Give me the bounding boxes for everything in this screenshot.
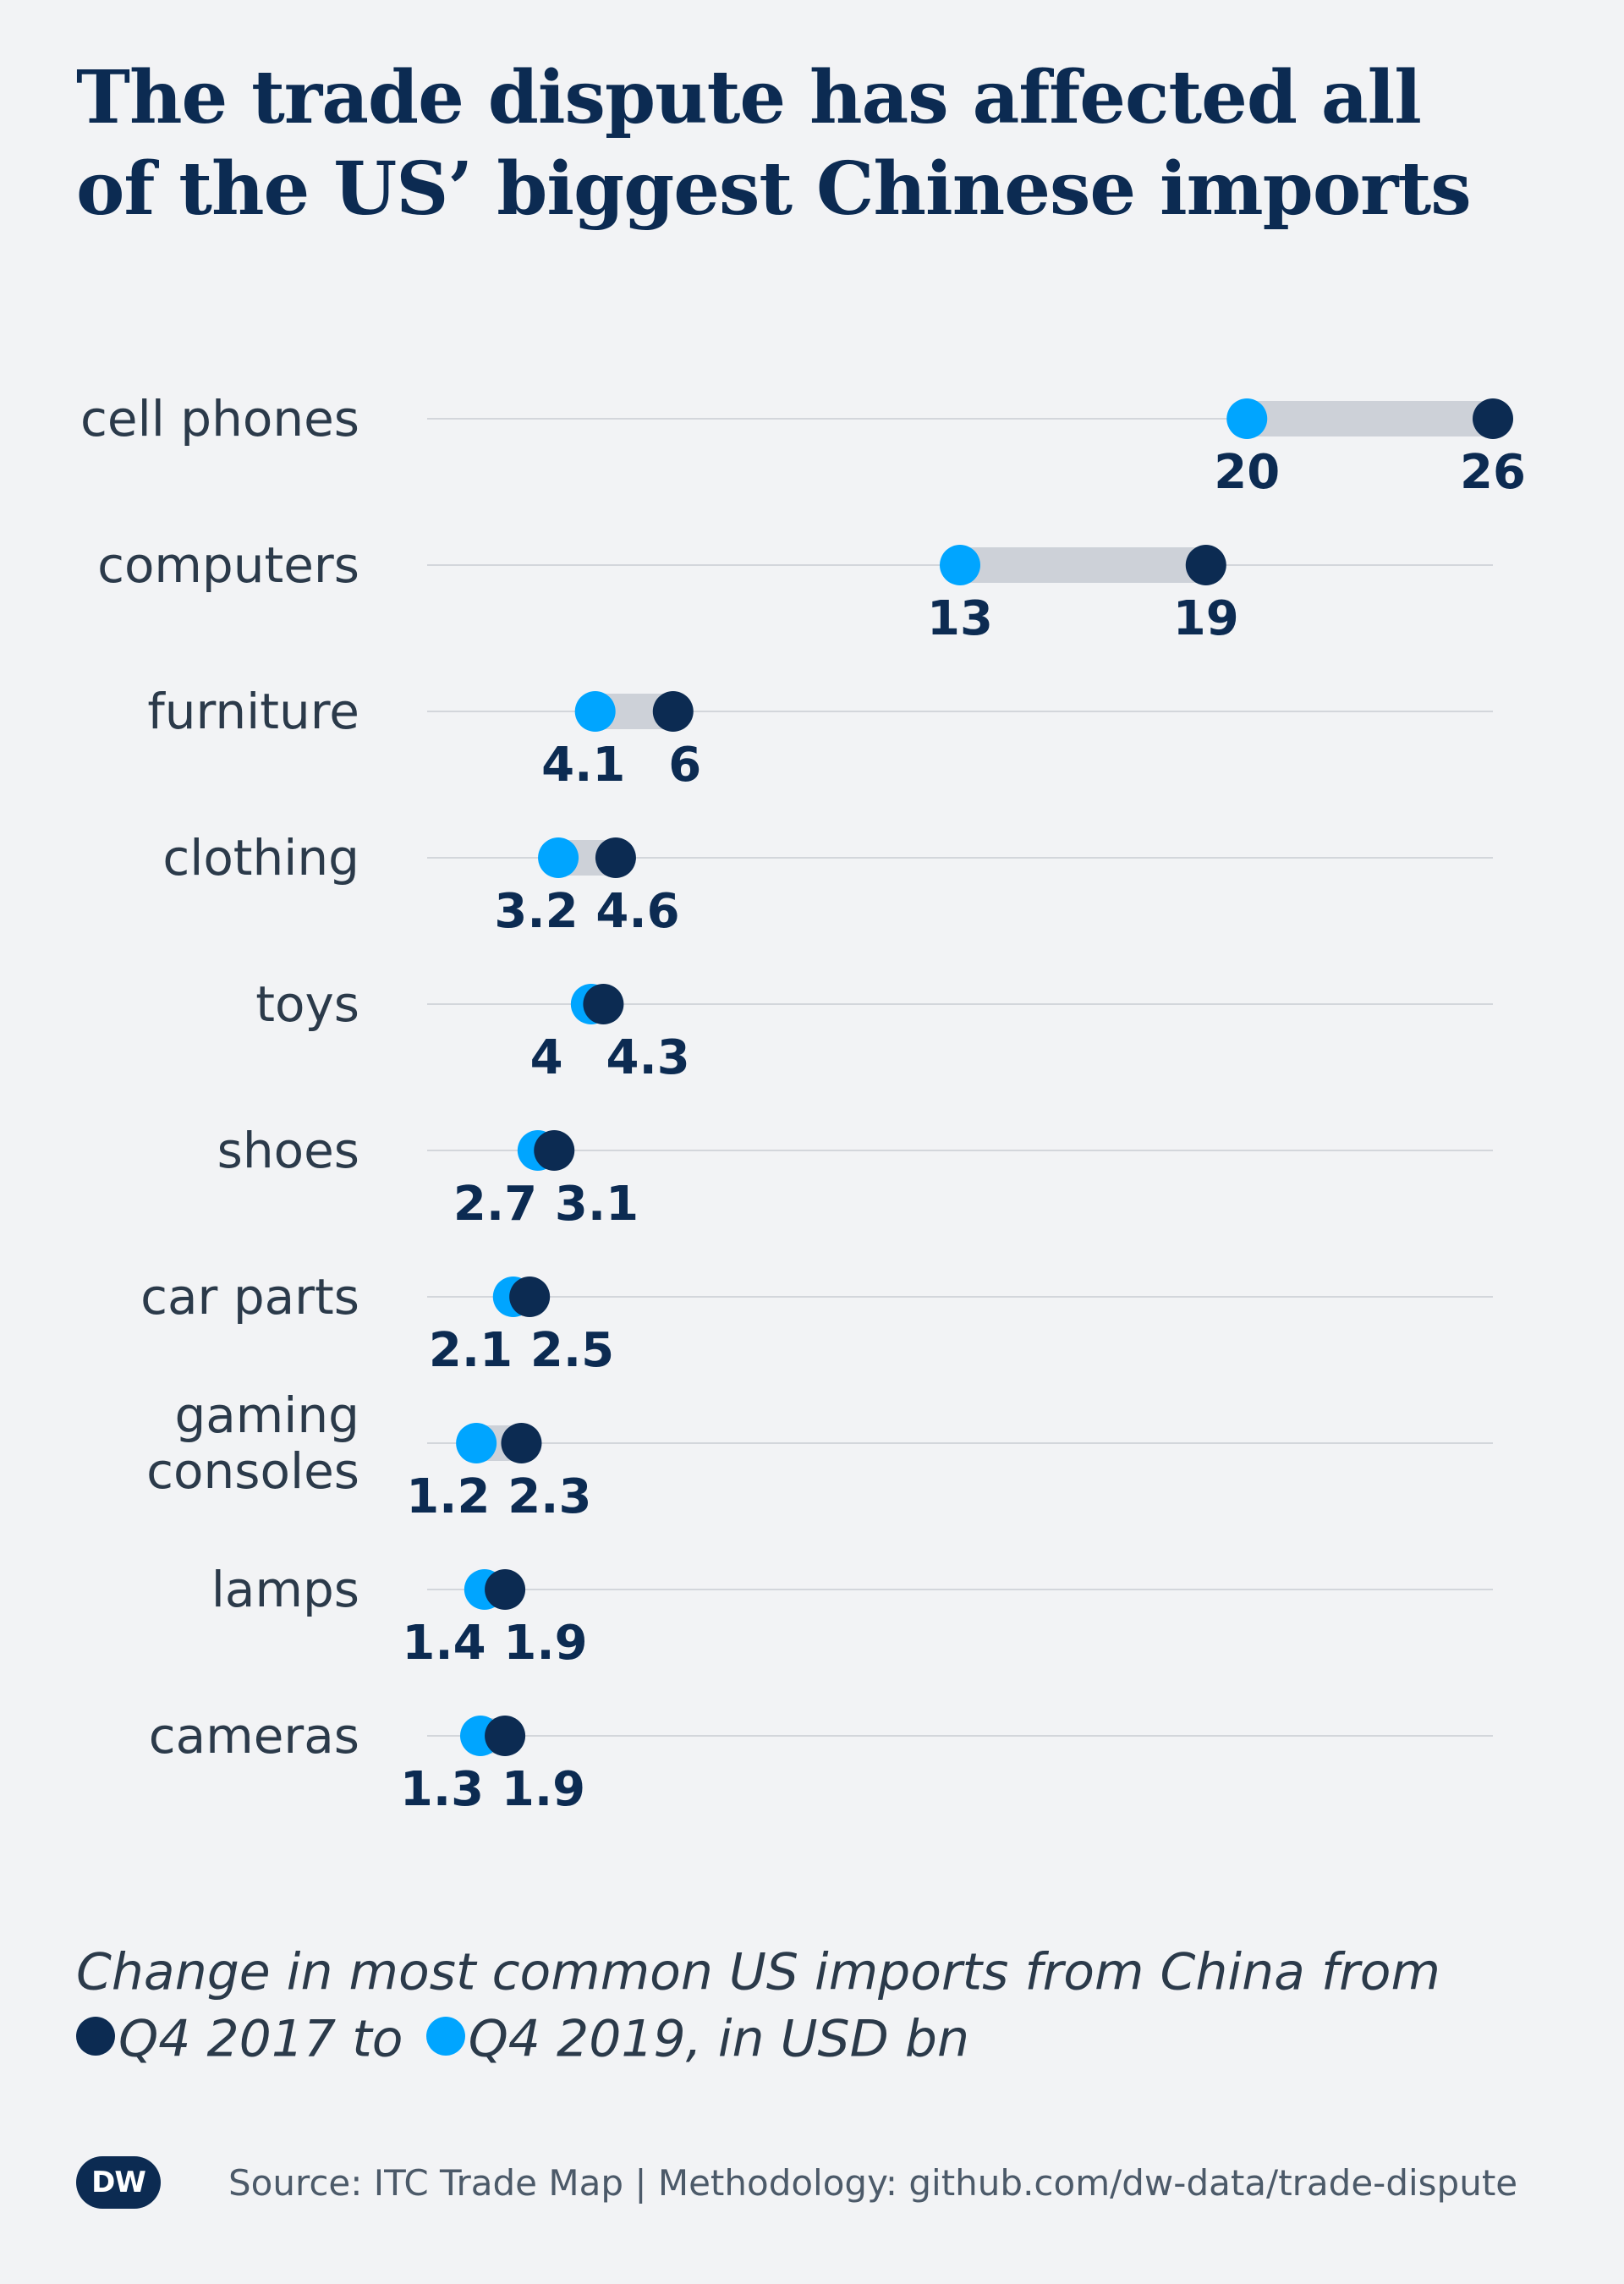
value-label-q4-2019: 13: [927, 591, 993, 646]
dot-q4-2019-clothing: [538, 837, 579, 878]
category-label: consoles: [146, 1442, 359, 1500]
dot-q4-2017-car-parts: [509, 1277, 551, 1317]
footer: DW Source: ITC Trade Map | Methodology: …: [76, 2153, 1565, 2212]
category-label: gaming: [174, 1386, 359, 1444]
legend-label-q4-2019: Q4 2019, in USD bn: [468, 2009, 970, 2069]
dot-q4-2017-shoes: [534, 1130, 575, 1171]
value-label-q4-2017: 4.6: [595, 884, 679, 939]
dot-q4-2017-computers: [1185, 545, 1226, 585]
chart-title: The trade dispute has affected all of th…: [76, 52, 1565, 235]
value-label-q4-2017: 6: [668, 738, 701, 793]
value-label-q4-2019: 3.2: [494, 884, 578, 939]
value-label-q4-2017: 3.1: [555, 1177, 639, 1232]
value-label-q4-2017: 1.9: [502, 1762, 585, 1817]
value-label-q4-2019: 4: [530, 1030, 563, 1085]
dot-q4-2019-furniture: [574, 691, 616, 732]
chart-caption: Change in most common US imports from Ch…: [76, 1937, 1565, 2072]
value-label-q4-2019: 4.1: [541, 738, 625, 793]
category-label: furniture: [147, 683, 359, 740]
dot-q4-2017-toys: [583, 984, 624, 1024]
chart-title-line-1: The trade dispute has affected all: [76, 55, 1422, 140]
dot-q4-2017-clothing: [595, 837, 636, 878]
dot-q4-2019-gaming-consoles: [456, 1423, 497, 1463]
value-label-q4-2019: 2.7: [453, 1177, 537, 1232]
value-label-q4-2019: 20: [1214, 445, 1280, 500]
dot-q4-2017-gaming-consoles: [501, 1423, 542, 1463]
value-label-q4-2019: 1.4: [402, 1616, 486, 1671]
dw-logo: DW: [76, 2156, 161, 2209]
caption-line-1: Change in most common US imports from Ch…: [76, 1942, 1440, 2002]
category-label: car parts: [140, 1268, 359, 1326]
legend-dot-q4-2017: [76, 2016, 115, 2056]
legend-dot-q4-2019: [425, 2016, 465, 2056]
dot-q4-2019-cell-phones: [1226, 398, 1268, 439]
category-label: lamps: [211, 1561, 359, 1618]
source-note: Source: ITC Trade Map | Methodology: git…: [228, 2161, 1518, 2204]
category-label: shoes: [217, 1122, 359, 1179]
dot-q4-2017-cell-phones: [1473, 398, 1513, 439]
value-label-q4-2017: 2.3: [508, 1469, 591, 1524]
dumbbell-chart: cell phones 20 26 computers 13 19 furniture 4.1…: [80, 390, 1526, 1817]
category-label: clothing: [162, 829, 359, 887]
dot-q4-2017-furniture: [652, 691, 694, 732]
dot-q4-2017-lamps: [485, 1569, 526, 1610]
category-label: cell phones: [80, 390, 359, 447]
category-label: cameras: [149, 1707, 359, 1765]
category-label: computers: [97, 536, 359, 594]
value-label-q4-2017: 1.9: [503, 1616, 587, 1671]
value-label-q4-2017: 4.3: [606, 1030, 690, 1085]
chart-title-line-2: of the US’ biggest Chinese imports: [76, 146, 1472, 232]
category-label: toys: [255, 975, 359, 1033]
value-label-q4-2019: 1.2: [406, 1469, 490, 1524]
value-label-q4-2017: 2.5: [530, 1323, 614, 1378]
value-label-q4-2019: 2.1: [429, 1323, 513, 1378]
dot-q4-2017-cameras: [485, 1716, 526, 1756]
value-label-q4-2017: 19: [1173, 591, 1239, 646]
dot-q4-2019-computers: [940, 545, 980, 585]
value-label-q4-2019: 1.3: [400, 1762, 484, 1817]
legend-label-q4-2017: Q4 2017 to: [118, 2009, 403, 2069]
value-label-q4-2017: 26: [1460, 445, 1526, 500]
